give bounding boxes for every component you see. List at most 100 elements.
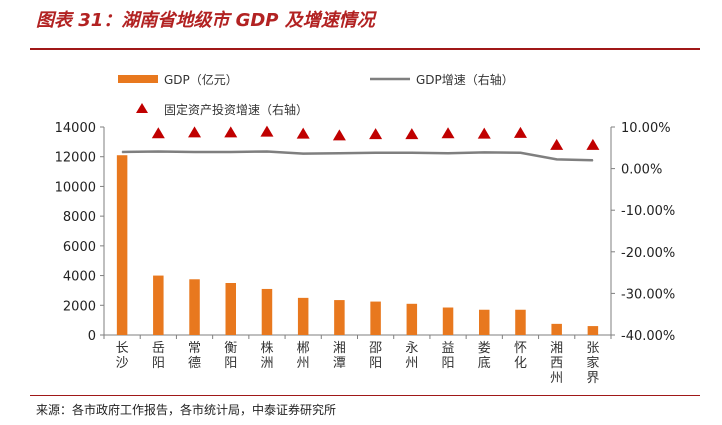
fai-growth-marker — [513, 126, 527, 138]
y-right-tick-label: -10.00% — [621, 204, 675, 219]
y-left-tick-label: 4000 — [63, 270, 96, 285]
category-char: 张 — [586, 341, 599, 356]
gdp-bar — [551, 323, 562, 335]
category-label: 郴州 — [297, 341, 310, 371]
category-char: 潭 — [333, 356, 346, 371]
title-rule — [30, 48, 700, 50]
y-right-tick-label: -40.00% — [621, 329, 675, 344]
category-char: 化 — [514, 356, 527, 371]
bottom-rule — [30, 395, 700, 396]
y-right-tick-label: 10.00% — [621, 121, 671, 136]
gdp-bar — [334, 300, 345, 335]
fai-growth-marker — [296, 127, 310, 139]
category-char: 家 — [586, 355, 599, 371]
gdp-bar — [515, 309, 526, 335]
fai-growth-marker — [224, 126, 238, 138]
legend-swatch-fai-growth — [136, 103, 148, 113]
gdp-bar — [261, 288, 273, 335]
legend-label-gdp-growth: GDP增速（右轴） — [416, 72, 514, 87]
y-left-tick-label: 10000 — [55, 180, 96, 195]
y-right-tick-label: -20.00% — [621, 246, 675, 261]
gdp-growth-point — [230, 151, 232, 153]
y-left-tick-label: 14000 — [55, 121, 96, 136]
gdp-growth-point — [447, 152, 449, 154]
gdp-growth-point — [375, 152, 377, 154]
gdp-growth-point — [483, 151, 485, 153]
fai-growth-marker — [586, 138, 600, 150]
category-char: 益 — [442, 341, 455, 356]
fai-growth-marker — [369, 128, 383, 140]
gdp-bars — [116, 155, 599, 335]
category-label: 常德 — [188, 341, 201, 371]
gdp-bar — [442, 307, 454, 335]
category-label: 益阳 — [442, 341, 455, 371]
category-char: 洲 — [260, 356, 273, 371]
category-char: 西 — [550, 356, 563, 371]
category-char: 岳 — [152, 341, 165, 356]
category-label: 张家界 — [586, 341, 599, 386]
axes: 0 2000 4000 6000 8000 10000 12000 14000 -40.00% -… — [55, 121, 676, 344]
gdp-growth-point — [556, 158, 558, 160]
category-char: 株 — [260, 341, 273, 356]
y-left-tick-label: 2000 — [63, 299, 96, 314]
gdp-growth-point — [194, 151, 196, 153]
y-left-tick-label: 12000 — [55, 151, 96, 166]
gdp-growth-point — [411, 152, 413, 154]
category-char: 怀 — [514, 341, 527, 356]
gdp-growth-point — [302, 153, 304, 155]
category-char: 德 — [188, 356, 201, 371]
fai-growth-marker — [188, 126, 202, 138]
gdp-bar — [479, 309, 490, 335]
category-label: 岳阳 — [152, 341, 165, 371]
fai-growth-markers — [151, 125, 600, 150]
category-char: 永 — [405, 341, 418, 356]
gdp-bar — [116, 155, 128, 335]
category-char: 湘 — [333, 341, 346, 356]
gdp-growth-point — [266, 151, 268, 153]
gdp-bar — [587, 326, 599, 335]
fai-growth-marker — [477, 127, 491, 139]
legend-swatch-gdp — [118, 75, 158, 83]
gdp-growth-point — [338, 152, 340, 154]
legend-label-fai-growth: 固定资产投资增速（右轴） — [164, 102, 308, 117]
gdp-growth-point — [157, 151, 159, 153]
category-char: 界 — [586, 371, 599, 386]
y-right-tick-label: -30.00% — [621, 287, 675, 302]
gdp-bar — [225, 283, 236, 335]
category-char: 阳 — [224, 356, 237, 371]
fai-growth-marker — [260, 125, 274, 137]
gdp-growth-point — [519, 152, 521, 154]
category-label: 长沙 — [116, 341, 129, 371]
category-char: 娄 — [478, 341, 491, 356]
gdp-growth-line — [121, 150, 594, 162]
legend: GDP（亿元） GDP增速（右轴） 固定资产投资增速（右轴） — [118, 72, 514, 117]
category-char: 阳 — [152, 356, 165, 371]
category-char: 州 — [550, 371, 563, 386]
gdp-growth-point — [121, 151, 123, 153]
y-left-tick-label: 0 — [88, 329, 96, 344]
category-char: 湘 — [550, 341, 563, 356]
fai-growth-marker — [405, 128, 419, 140]
gdp-bar — [297, 297, 309, 335]
gdp-bar — [406, 303, 418, 335]
category-char: 邵 — [369, 341, 382, 356]
fai-growth-marker — [550, 138, 564, 150]
gdp-bar — [153, 275, 164, 335]
y-left-tick-label: 8000 — [63, 210, 96, 225]
category-char: 底 — [478, 355, 491, 371]
fai-growth-marker — [332, 129, 346, 141]
category-char: 长 — [116, 341, 129, 356]
legend-label-gdp: GDP（亿元） — [164, 72, 238, 87]
category-char: 沙 — [116, 356, 129, 371]
category-label: 永州 — [405, 341, 418, 371]
category-label: 衡阳 — [224, 341, 237, 371]
category-char: 州 — [297, 356, 310, 371]
category-char: 阳 — [442, 356, 455, 371]
gdp-growth-polyline — [122, 150, 593, 162]
category-label: 娄底 — [478, 341, 491, 371]
category-label: 株洲 — [260, 341, 273, 371]
category-label: 邵阳 — [369, 341, 382, 371]
category-char: 州 — [405, 356, 418, 371]
chart-title: 图表 31：湖南省地级市 GDP 及增速情况 — [36, 10, 375, 31]
